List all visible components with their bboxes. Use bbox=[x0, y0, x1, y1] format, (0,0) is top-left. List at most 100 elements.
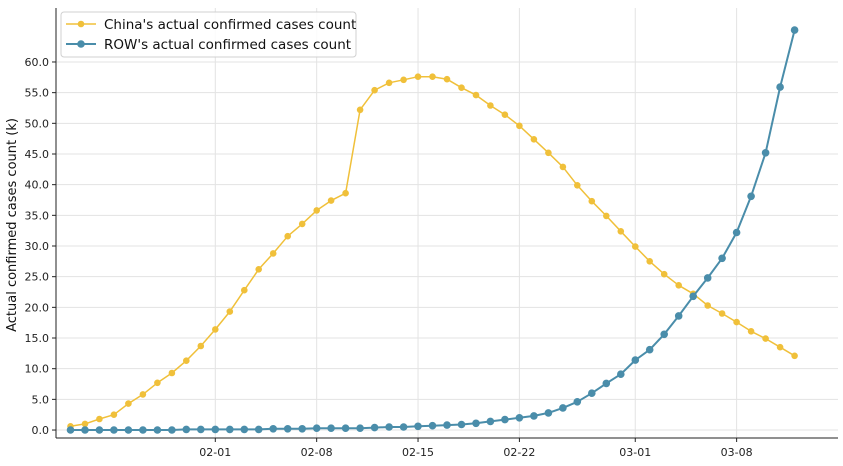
y-tick-label: 40.0 bbox=[25, 179, 50, 192]
data-point bbox=[660, 330, 668, 339]
data-point bbox=[341, 424, 350, 433]
data-point bbox=[211, 425, 220, 434]
data-point bbox=[516, 122, 523, 130]
data-point bbox=[370, 423, 379, 432]
data-point bbox=[588, 389, 596, 398]
data-point bbox=[342, 189, 349, 197]
legend: China's actual confirmed cases count ROW'… bbox=[60, 11, 357, 58]
data-point bbox=[96, 415, 103, 423]
data-point bbox=[154, 379, 161, 387]
data-point bbox=[487, 102, 494, 109]
y-tick-label: 50.0 bbox=[25, 117, 50, 130]
data-point bbox=[212, 326, 219, 333]
data-point bbox=[645, 345, 654, 354]
legend-label: ROW's actual confirmed cases count bbox=[104, 37, 351, 53]
legend-marker bbox=[77, 40, 85, 48]
data-point bbox=[530, 412, 538, 420]
data-point bbox=[530, 136, 538, 143]
x-ticks: 02-01 02-08 02-15 02-22 03-01 03-08 bbox=[199, 438, 753, 459]
data-point bbox=[732, 228, 741, 237]
y-tick-label: 35.0 bbox=[25, 209, 50, 222]
data-point bbox=[646, 258, 653, 265]
data-point bbox=[139, 426, 147, 434]
series-2 bbox=[66, 26, 799, 434]
data-point bbox=[704, 302, 711, 309]
data-point bbox=[139, 391, 147, 398]
data-point bbox=[617, 228, 625, 235]
y-tick-label: 55.0 bbox=[25, 87, 50, 100]
data-point bbox=[168, 426, 176, 434]
series-1 bbox=[67, 73, 798, 430]
data-point bbox=[559, 404, 567, 412]
data-point bbox=[776, 343, 784, 351]
y-tick-label: 10.0 bbox=[25, 363, 50, 376]
data-point bbox=[443, 75, 451, 83]
data-point bbox=[414, 73, 422, 80]
data-point bbox=[269, 250, 277, 257]
data-point bbox=[486, 417, 495, 426]
data-point bbox=[544, 409, 553, 417]
data-point bbox=[545, 149, 552, 157]
data-point bbox=[226, 425, 234, 434]
data-point bbox=[110, 426, 118, 434]
data-point bbox=[588, 197, 596, 205]
x-tick-label: 02-22 bbox=[503, 446, 535, 459]
data-point bbox=[747, 192, 755, 201]
y-tick-label: 20.0 bbox=[25, 301, 50, 314]
y-tick-label: 60.0 bbox=[25, 56, 50, 69]
y-ticks: 0.0 5.0 10.0 15.0 20.0 25.0 30.0 35.0 40.0 45.0 50… bbox=[25, 56, 56, 437]
data-point bbox=[313, 207, 321, 214]
data-point bbox=[515, 414, 524, 422]
data-point bbox=[443, 421, 451, 429]
data-point bbox=[371, 86, 378, 94]
data-point bbox=[428, 421, 437, 430]
data-point bbox=[183, 357, 190, 365]
data-point bbox=[660, 270, 668, 278]
data-point bbox=[458, 84, 465, 91]
data-point bbox=[95, 426, 104, 434]
data-point bbox=[501, 111, 509, 118]
data-point bbox=[255, 266, 262, 273]
x-tick-label: 03-01 bbox=[619, 446, 651, 459]
data-point bbox=[602, 379, 611, 388]
data-point bbox=[356, 106, 364, 114]
data-point bbox=[399, 423, 408, 431]
data-point bbox=[501, 415, 509, 424]
data-point bbox=[283, 425, 292, 433]
data-point bbox=[385, 79, 393, 87]
data-point bbox=[472, 419, 480, 428]
axes bbox=[55, 8, 838, 439]
data-point bbox=[110, 411, 118, 419]
data-point bbox=[761, 149, 770, 157]
data-point bbox=[254, 425, 263, 434]
y-axis-label: Actual confirmed cases count (k) bbox=[5, 118, 20, 332]
data-point bbox=[762, 335, 769, 342]
data-point bbox=[733, 318, 740, 326]
data-point bbox=[356, 424, 364, 433]
data-point bbox=[776, 83, 784, 91]
x-tick-label: 03-08 bbox=[721, 446, 753, 459]
x-tick-label: 02-08 bbox=[301, 446, 333, 459]
data-point bbox=[124, 426, 133, 434]
data-point bbox=[298, 220, 306, 228]
data-point bbox=[790, 26, 799, 34]
data-point bbox=[718, 310, 726, 317]
data-point bbox=[153, 426, 162, 434]
x-tick-label: 02-01 bbox=[199, 446, 231, 459]
data-point bbox=[718, 254, 726, 263]
data-point bbox=[559, 163, 567, 171]
data-point bbox=[327, 424, 335, 433]
data-point bbox=[689, 292, 697, 301]
y-tick-label: 5.0 bbox=[32, 393, 50, 406]
data-point bbox=[284, 232, 292, 240]
data-point bbox=[791, 352, 798, 360]
data-point bbox=[675, 282, 682, 289]
data-point bbox=[414, 422, 422, 431]
data-point bbox=[632, 243, 639, 250]
data-point bbox=[385, 423, 393, 431]
x-tick-label: 02-15 bbox=[402, 446, 434, 459]
data-point bbox=[182, 425, 191, 434]
data-point bbox=[674, 312, 683, 320]
